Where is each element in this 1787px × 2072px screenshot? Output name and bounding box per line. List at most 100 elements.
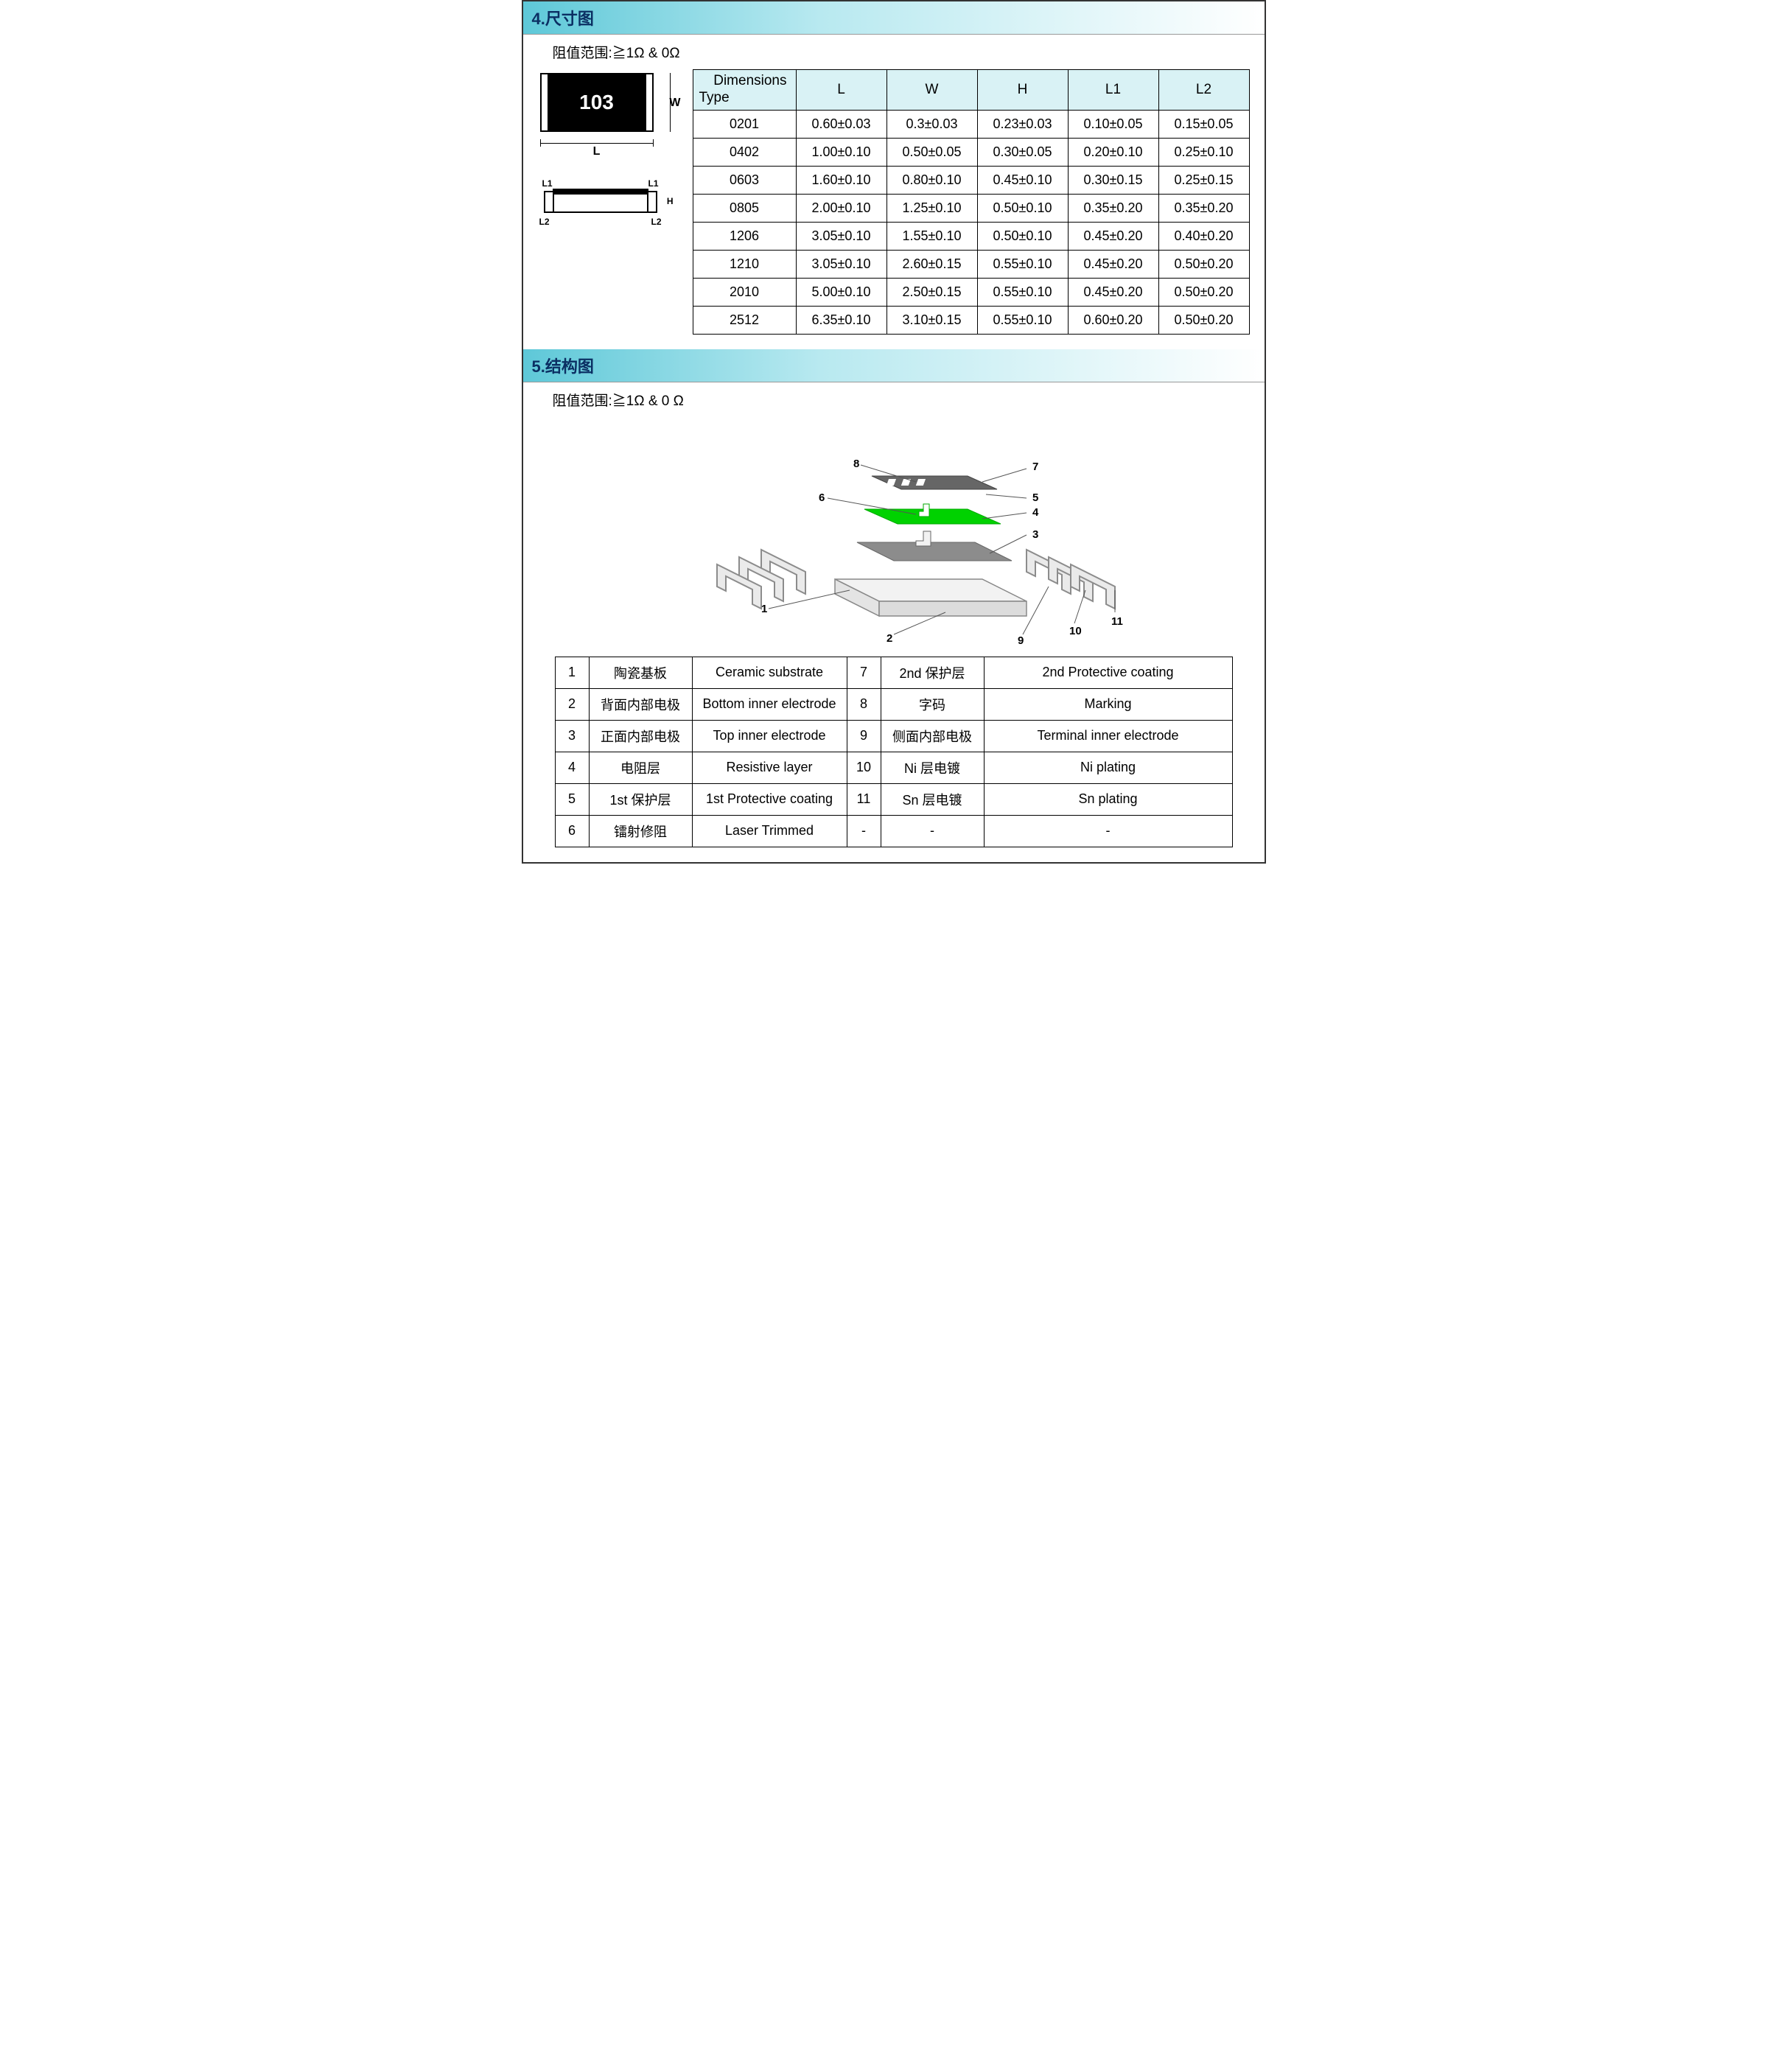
value-cell: 0.55±0.10	[977, 306, 1068, 334]
type-cell: 1210	[693, 250, 796, 278]
structure-legend-table: 1陶瓷基板Ceramic substrate72nd 保护层2nd Protec…	[555, 657, 1233, 847]
value-cell: 0.50±0.10	[977, 222, 1068, 250]
value-cell: 0.40±0.20	[1158, 222, 1249, 250]
dim-label-w: W	[669, 97, 680, 110]
value-cell: 0.50±0.10	[977, 194, 1068, 222]
dim-col-H: H	[977, 70, 1068, 111]
value-cell: 6.35±0.10	[796, 306, 886, 334]
type-cell: 0201	[693, 110, 796, 138]
value-cell: 0.50±0.20	[1158, 278, 1249, 306]
dim-label-l: L	[540, 145, 654, 158]
value-cell: 0.3±0.03	[886, 110, 977, 138]
table-row: 02010.60±0.030.3±0.030.23±0.030.10±0.050…	[693, 110, 1249, 138]
legend-cell: 5	[555, 783, 589, 815]
legend-cell: Marking	[984, 688, 1232, 720]
callout-7: 7	[1032, 461, 1038, 473]
dim-col-W: W	[886, 70, 977, 111]
chip-marking-text: 103	[579, 91, 614, 114]
value-cell: 0.35±0.20	[1158, 194, 1249, 222]
table-row: 08052.00±0.101.25±0.100.50±0.100.35±0.20…	[693, 194, 1249, 222]
value-cell: 3.05±0.10	[796, 222, 886, 250]
value-cell: 0.23±0.03	[977, 110, 1068, 138]
legend-cell: -	[881, 815, 984, 847]
legend-cell: 电阻层	[589, 752, 692, 783]
legend-cell: Laser Trimmed	[692, 815, 847, 847]
legend-cell: 陶瓷基板	[589, 657, 692, 688]
legend-cell: 9	[847, 720, 881, 752]
legend-cell: 11	[847, 783, 881, 815]
section5-body: 1 2 3 4 5 6 7 8 9 10 11 1陶瓷基板Ceramic sub…	[523, 417, 1265, 862]
value-cell: 5.00±0.10	[796, 278, 886, 306]
table-row: 1陶瓷基板Ceramic substrate72nd 保护层2nd Protec…	[555, 657, 1232, 688]
legend-cell: 4	[555, 752, 589, 783]
value-cell: 0.60±0.20	[1068, 306, 1158, 334]
dim-label-l2-right: L2	[651, 217, 661, 227]
value-cell: 3.10±0.15	[886, 306, 977, 334]
legend-cell: 镭射修阻	[589, 815, 692, 847]
legend-cell: Terminal inner electrode	[984, 720, 1232, 752]
value-cell: 0.25±0.15	[1158, 166, 1249, 194]
value-cell: 1.00±0.10	[796, 138, 886, 166]
legend-cell: Top inner electrode	[692, 720, 847, 752]
table-row: 12063.05±0.101.55±0.100.50±0.100.45±0.20…	[693, 222, 1249, 250]
value-cell: 1.25±0.10	[886, 194, 977, 222]
value-cell: 0.45±0.20	[1068, 222, 1158, 250]
datasheet-page: 4.尺寸图 阻值范围:≧1Ω & 0Ω 103 W L	[522, 0, 1266, 864]
type-cell: 2010	[693, 278, 796, 306]
legend-cell: Bottom inner electrode	[692, 688, 847, 720]
table-row: 25126.35±0.103.10±0.150.55±0.100.60±0.20…	[693, 306, 1249, 334]
legend-cell: 2nd Protective coating	[984, 657, 1232, 688]
value-cell: 0.55±0.10	[977, 278, 1068, 306]
type-cell: 0603	[693, 166, 796, 194]
layer-substrate	[835, 579, 1027, 616]
layer-top-electrode	[857, 542, 1012, 561]
value-cell: 0.45±0.20	[1068, 278, 1158, 306]
legend-cell: Resistive layer	[692, 752, 847, 783]
value-cell: 0.80±0.10	[886, 166, 977, 194]
callout-6: 6	[819, 491, 825, 504]
type-cell: 2512	[693, 306, 796, 334]
section5-subtitle: 阻值范围:≧1Ω & 0 Ω	[523, 382, 1265, 417]
section4-header: 4.尺寸图	[523, 1, 1265, 35]
legend-cell: 10	[847, 752, 881, 783]
dim-col-L2: L2	[1158, 70, 1249, 111]
callout-8: 8	[853, 458, 859, 470]
dim-table-corner: Dimensions Type	[693, 70, 796, 111]
dim-label-l1-left: L1	[542, 178, 553, 189]
callout-9: 9	[1018, 634, 1024, 645]
callout-4: 4	[1032, 506, 1039, 519]
section5-header: 5.结构图	[523, 349, 1265, 382]
callout-1: 1	[761, 603, 767, 615]
value-cell: 2.60±0.15	[886, 250, 977, 278]
legend-cell: 7	[847, 657, 881, 688]
legend-cell: 2	[555, 688, 589, 720]
legend-cell: 2nd 保护层	[881, 657, 984, 688]
exploded-svg: 1 2 3 4 5 6 7 8 9 10 11	[614, 424, 1174, 645]
legend-cell: -	[847, 815, 881, 847]
value-cell: 0.25±0.10	[1158, 138, 1249, 166]
table-row: 4电阻层Resistive layer10Ni 层电镀Ni plating	[555, 752, 1232, 783]
table-row: 6镭射修阻Laser Trimmed---	[555, 815, 1232, 847]
dim-label-l1-right: L1	[648, 178, 658, 189]
value-cell: 1.60±0.10	[796, 166, 886, 194]
legend-cell: Ni plating	[984, 752, 1232, 783]
type-cell: 0805	[693, 194, 796, 222]
value-cell: 3.05±0.10	[796, 250, 886, 278]
callout-11: 11	[1111, 615, 1123, 628]
legend-cell: Ni 层电镀	[881, 752, 984, 783]
type-cell: 1206	[693, 222, 796, 250]
table-row: 20105.00±0.102.50±0.150.55±0.100.45±0.20…	[693, 278, 1249, 306]
value-cell: 0.15±0.05	[1158, 110, 1249, 138]
table-row: 12103.05±0.102.60±0.150.55±0.100.45±0.20…	[693, 250, 1249, 278]
value-cell: 0.30±0.05	[977, 138, 1068, 166]
legend-cell: Sn 层电镀	[881, 783, 984, 815]
value-cell: 0.50±0.05	[886, 138, 977, 166]
value-cell: 0.35±0.20	[1068, 194, 1158, 222]
value-cell: 0.20±0.10	[1068, 138, 1158, 166]
legend-cell: 正面内部电极	[589, 720, 692, 752]
legend-cell: -	[984, 815, 1232, 847]
value-cell: 2.50±0.15	[886, 278, 977, 306]
value-cell: 2.00±0.10	[796, 194, 886, 222]
table-row: 3正面内部电极Top inner electrode9侧面内部电极Termina…	[555, 720, 1232, 752]
callout-10: 10	[1069, 625, 1082, 637]
